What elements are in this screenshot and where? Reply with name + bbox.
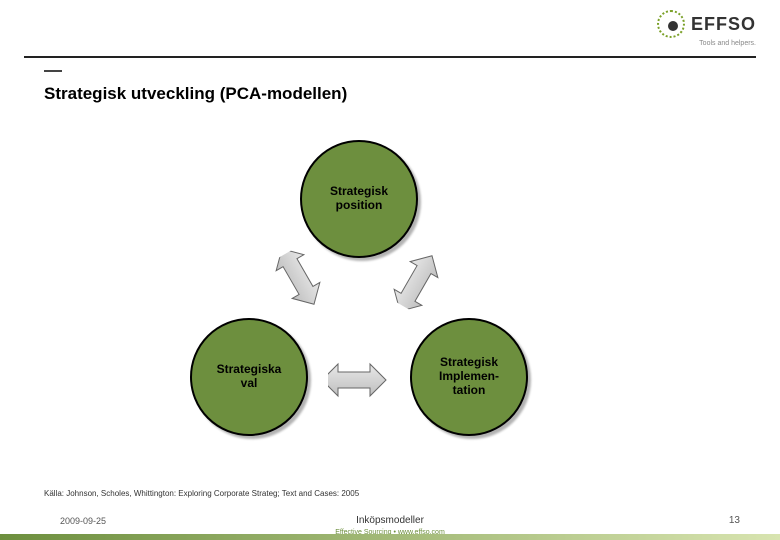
footer-title: Inköpsmodeller xyxy=(0,515,780,526)
source-citation: Källa: Johnson, Scholes, Whittington: Ex… xyxy=(44,489,359,498)
header-rule-stub xyxy=(44,70,62,72)
node-right-label: StrategiskImplemen-tation xyxy=(439,356,499,397)
node-top: Strategiskposition xyxy=(300,140,418,258)
header-rule xyxy=(24,56,756,58)
arrow-top-right xyxy=(386,244,451,316)
footer: 2009-09-25 Inköpsmodeller Effective Sour… xyxy=(0,514,780,540)
node-left-label: Strategiskaval xyxy=(217,363,282,391)
logo: EFFSO xyxy=(657,10,756,38)
logo-icon xyxy=(657,10,685,38)
page-number: 13 xyxy=(729,515,740,526)
logo-text: EFFSO xyxy=(691,14,756,35)
logo-tagline: Tools and helpers. xyxy=(699,40,756,47)
node-top-label: Strategiskposition xyxy=(330,185,388,213)
footer-bar xyxy=(0,534,780,540)
node-right: StrategiskImplemen-tation xyxy=(410,318,528,436)
arrow-bottom xyxy=(328,360,388,400)
pca-diagram: Strategiskposition Strategiskaval Strate… xyxy=(150,130,570,450)
arrow-top-left xyxy=(268,244,333,316)
header: EFFSO Tools and helpers. xyxy=(0,0,780,58)
slide-title: Strategisk utveckling (PCA-modellen) xyxy=(44,84,347,104)
node-left: Strategiskaval xyxy=(190,318,308,436)
